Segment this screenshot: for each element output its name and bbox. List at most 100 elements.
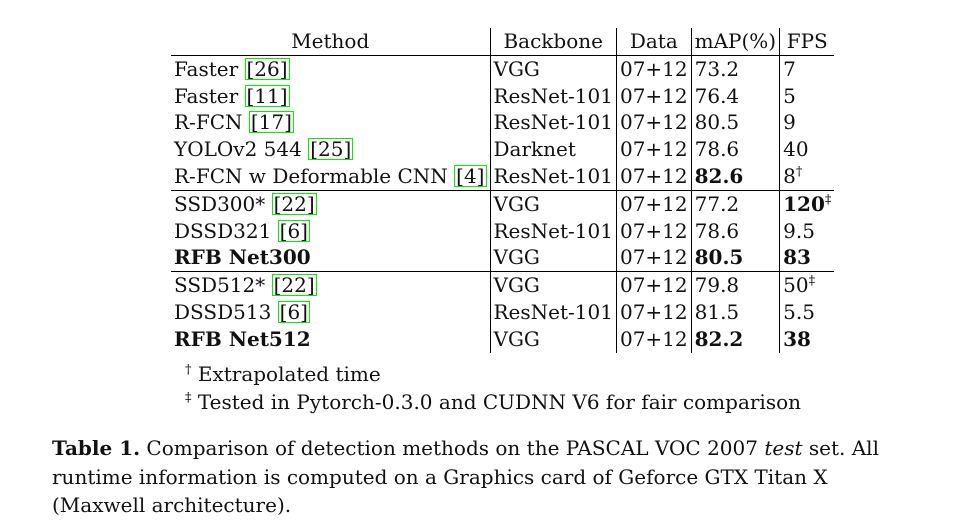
method-name: SSD512*: [174, 273, 272, 298]
table-row: DSSD321 [6] ResNet-101 07+12 78.6 9.5: [171, 217, 835, 245]
cell-method: RFB Net512: [171, 326, 490, 353]
footnote-dagger: † Extrapolated time: [185, 360, 801, 388]
cell-map: 82.2: [690, 325, 780, 353]
header-data: Data: [615, 28, 692, 56]
table-row: SSD512* [22] VGG 07+12 79.8 50‡: [171, 271, 835, 299]
cell-backbone: ResNet-101: [489, 298, 617, 326]
cell-backbone: ResNet-101: [489, 109, 617, 137]
fps-footnote-mark: †: [795, 164, 803, 180]
cell-data: 07+12: [615, 109, 692, 137]
citation-link[interactable]: [6]: [277, 299, 310, 324]
fps-value: 50: [783, 273, 809, 298]
cell-fps: 9.5: [779, 217, 835, 245]
header-map: mAP(%): [690, 28, 780, 56]
cell-method: YOLOv2 544 [25]: [171, 136, 490, 163]
cell-fps: 7: [779, 55, 835, 83]
method-name: SSD300*: [174, 191, 272, 216]
cell-data: 07+12: [615, 325, 692, 353]
cell-data: 07+12: [615, 244, 692, 272]
method-name: YOLOv2 544: [174, 137, 309, 162]
table-row: RFB Net300 VGG 07+12 80.5 83: [171, 244, 835, 272]
cell-map: 80.5: [690, 244, 780, 272]
cell-map: 79.8: [690, 271, 780, 299]
cell-map: 80.5: [690, 109, 780, 137]
cell-fps: 5.5: [779, 298, 835, 326]
cell-backbone: VGG: [489, 55, 617, 83]
fps-value: 38: [783, 326, 811, 351]
cell-method: SSD300* [22]: [171, 189, 490, 218]
cell-backbone: ResNet-101: [489, 162, 617, 191]
table-header-row: Method Backbone Data mAP(%) FPS: [171, 28, 835, 56]
cell-fps: 120‡: [779, 189, 835, 218]
cell-data: 07+12: [615, 55, 692, 83]
citation-link[interactable]: [17]: [248, 110, 294, 135]
table-row: R-FCN w Deformable CNN [4] ResNet-101 07+1…: [171, 162, 835, 191]
cell-method: RFB Net300: [171, 244, 490, 271]
cell-fps: 9: [779, 109, 835, 137]
fps-footnote-mark: ‡: [824, 192, 832, 208]
fps-value: 9.5: [783, 218, 815, 243]
fps-value: 83: [783, 245, 811, 270]
citation-link[interactable]: [22]: [271, 273, 317, 298]
table-row: R-FCN [17] ResNet-101 07+12 80.5 9: [171, 109, 835, 137]
table-caption: Table 1. Comparison of detection methods…: [52, 434, 922, 520]
cell-fps: 38: [779, 325, 835, 353]
cell-method: Faster [11]: [171, 83, 490, 110]
fps-value: 8: [783, 163, 796, 188]
citation-link[interactable]: [26]: [244, 56, 290, 81]
cell-method: DSSD513 [6]: [171, 299, 490, 326]
caption-text: set. All runtime information is computed…: [52, 436, 879, 517]
cell-method: SSD512* [22]: [171, 271, 490, 299]
cell-data: 07+12: [615, 217, 692, 245]
cell-fps: 83: [779, 244, 835, 272]
footnote-text: Tested in Pytorch-0.3.0 and CUDNN V6 for…: [191, 390, 802, 414]
fps-value: 120: [783, 191, 825, 216]
cell-backbone: Darknet: [489, 136, 617, 163]
cell-data: 07+12: [615, 136, 692, 163]
cell-map: 78.6: [690, 217, 780, 245]
method-name: Faster: [174, 83, 245, 108]
cell-map: 82.6: [690, 162, 780, 191]
cell-backbone: VGG: [489, 244, 617, 272]
method-name: RFB Net300: [174, 245, 311, 270]
fps-value: 9: [783, 110, 796, 135]
citation-link[interactable]: [11]: [244, 83, 290, 108]
cell-map: 73.2: [690, 55, 780, 83]
citation-link[interactable]: [22]: [271, 191, 317, 216]
footnote-mark: †: [185, 362, 192, 378]
method-name: Faster: [174, 56, 245, 81]
method-name: R-FCN w Deformable CNN: [174, 163, 455, 188]
cell-method: R-FCN w Deformable CNN [4]: [171, 163, 490, 190]
cell-method: Faster [26]: [171, 55, 490, 82]
citation-link[interactable]: [25]: [308, 137, 354, 162]
table-row: Faster [11] ResNet-101 07+12 76.4 5: [171, 82, 835, 110]
footnote-double-dagger: ‡ Tested in Pytorch-0.3.0 and CUDNN V6 f…: [185, 388, 801, 416]
cell-fps: 40: [779, 136, 835, 163]
header-method: Method: [171, 28, 490, 56]
footnote-mark: ‡: [185, 390, 192, 406]
detection-results-table: Method Backbone Data mAP(%) FPS Faster […: [171, 28, 835, 353]
table-row: Faster [26] VGG 07+12 73.2 7: [171, 55, 835, 83]
cell-backbone: VGG: [489, 189, 617, 218]
method-name: R-FCN: [174, 110, 249, 135]
fps-value: 5.5: [783, 299, 815, 324]
citation-link[interactable]: [6]: [277, 218, 310, 243]
cell-backbone: ResNet-101: [489, 217, 617, 245]
cell-method: R-FCN [17]: [171, 109, 490, 136]
cell-data: 07+12: [615, 82, 692, 110]
results-table-container: Method Backbone Data mAP(%) FPS Faster […: [171, 28, 835, 353]
table-row: DSSD513 [6] ResNet-101 07+12 81.5 5.5: [171, 298, 835, 326]
method-name: RFB Net512: [174, 326, 311, 351]
cell-map: 78.6: [690, 136, 780, 163]
method-name: DSSD513: [174, 299, 278, 324]
cell-fps: 5: [779, 82, 835, 110]
table-body: Faster [26] VGG 07+12 73.2 7 Faster [11] ResNe…: [171, 55, 835, 353]
citation-link[interactable]: [4]: [454, 163, 487, 188]
cell-map: 77.2: [690, 189, 780, 218]
caption-label: Table 1.: [52, 436, 141, 460]
table-row: SSD300* [22] VGG 07+12 77.2 120‡: [171, 189, 835, 218]
cell-map: 76.4: [690, 82, 780, 110]
method-name: DSSD321: [174, 218, 278, 243]
fps-value: 40: [783, 137, 809, 162]
caption-text: Comparison of detection methods on the P…: [140, 436, 765, 460]
